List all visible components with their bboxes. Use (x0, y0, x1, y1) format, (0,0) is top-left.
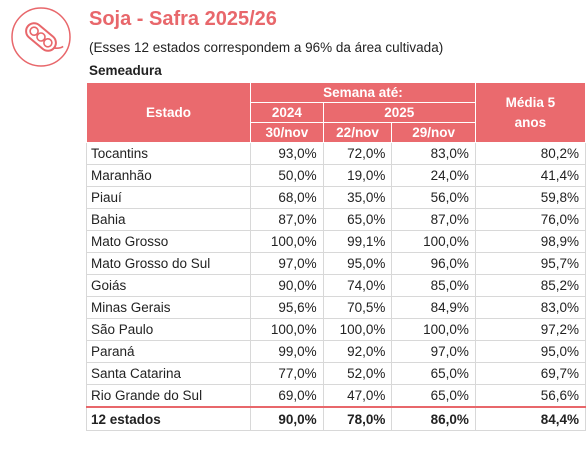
cell-2025-b: 100,0% (391, 230, 476, 253)
table-row: Paraná 99,0% 92,0% 97,0% 95,0% (85, 340, 586, 363)
state-name: Maranhão (85, 164, 252, 187)
cell-media: 41,4% (474, 164, 586, 187)
header-date-2025-a: 22/nov (322, 122, 393, 143)
cell-2024: 69,0% (250, 384, 324, 408)
cell-2024: 93,0% (250, 142, 324, 165)
page-title: Soja - Safra 2025/26 (89, 8, 277, 30)
cell-2025-b: 97,0% (391, 340, 476, 363)
cell-2025-b: 85,0% (391, 274, 476, 297)
cell-2025-b: 100,0% (391, 318, 476, 341)
table-row: Mato Grosso do Sul 97,0% 95,0% 96,0% 95,7% (85, 252, 586, 275)
header-media: Média 5 anos (474, 82, 586, 143)
section-title: Semeadura (89, 63, 162, 78)
state-name: Mato Grosso do Sul (85, 252, 252, 275)
table-row: Maranhão 50,0% 19,0% 24,0% 41,4% (85, 164, 586, 187)
cell-2024: 99,0% (250, 340, 324, 363)
total-row: 12 estados 90,0% 78,0% 86,0% 84,4% (85, 406, 586, 431)
state-name: Santa Catarina (85, 362, 252, 385)
state-name: Paraná (85, 340, 252, 363)
cell-2025-b: 96,0% (391, 252, 476, 275)
cell-2025-a: 52,0% (322, 362, 393, 385)
header-semana: Semana até: (250, 82, 476, 103)
cell-media: 59,8% (474, 186, 586, 209)
cell-2025-b: 65,0% (391, 384, 476, 408)
cell-2025-a: 95,0% (322, 252, 393, 275)
cell-media: 76,0% (474, 208, 586, 231)
cell-2024: 50,0% (250, 164, 324, 187)
table-row: Santa Catarina 77,0% 52,0% 65,0% 69,7% (85, 362, 586, 385)
cell-2025-b: 65,0% (391, 362, 476, 385)
soybean-pod-icon (11, 7, 71, 67)
table-row: São Paulo 100,0% 100,0% 100,0% 97,2% (85, 318, 586, 341)
cell-media: 95,0% (474, 340, 586, 363)
cell-2025-a: 99,1% (322, 230, 393, 253)
cell-2025-a: 100,0% (322, 318, 393, 341)
header-estado: Estado (85, 82, 252, 143)
header-year-2024: 2024 (250, 102, 324, 123)
cell-2025-a: 72,0% (322, 142, 393, 165)
cell-2024: 95,6% (250, 296, 324, 319)
state-name: São Paulo (85, 318, 252, 341)
table-row: Minas Gerais 95,6% 70,5% 84,9% 83,0% (85, 296, 586, 319)
total-2025-a: 78,0% (322, 406, 393, 431)
table-row: Rio Grande do Sul 69,0% 47,0% 65,0% 56,6% (85, 384, 586, 408)
cell-2024: 97,0% (250, 252, 324, 275)
cell-2024: 90,0% (250, 274, 324, 297)
cell-2025-b: 84,9% (391, 296, 476, 319)
planting-table: Estado Semana até: Média 5 anos 2024 202… (85, 82, 586, 431)
total-2025-b: 86,0% (391, 406, 476, 431)
cell-2024: 100,0% (250, 230, 324, 253)
table-row: Tocantins 93,0% 72,0% 83,0% 80,2% (85, 142, 586, 165)
header-year-2025: 2025 (322, 102, 476, 123)
cell-media: 85,2% (474, 274, 586, 297)
page-subtitle: (Esses 12 estados correspondem a 96% da … (89, 40, 444, 55)
total-2024: 90,0% (250, 406, 324, 431)
state-name: Minas Gerais (85, 296, 252, 319)
cell-2024: 100,0% (250, 318, 324, 341)
state-name: Bahia (85, 208, 252, 231)
state-name: Mato Grosso (85, 230, 252, 253)
cell-2025-a: 35,0% (322, 186, 393, 209)
cell-2025-b: 24,0% (391, 164, 476, 187)
cell-2025-a: 92,0% (322, 340, 393, 363)
table-row: Bahia 87,0% 65,0% 87,0% 76,0% (85, 208, 586, 231)
cell-media: 69,7% (474, 362, 586, 385)
state-name: Tocantins (85, 142, 252, 165)
cell-media: 80,2% (474, 142, 586, 165)
cell-media: 98,9% (474, 230, 586, 253)
cell-media: 56,6% (474, 384, 586, 408)
header-date-2025-b: 29/nov (391, 122, 476, 143)
cell-2024: 68,0% (250, 186, 324, 209)
cell-2025-a: 74,0% (322, 274, 393, 297)
cell-2025-b: 87,0% (391, 208, 476, 231)
cell-2025-b: 56,0% (391, 186, 476, 209)
cell-2024: 77,0% (250, 362, 324, 385)
cell-2025-a: 65,0% (322, 208, 393, 231)
table-row: Goiás 90,0% 74,0% 85,0% 85,2% (85, 274, 586, 297)
cell-2025-a: 47,0% (322, 384, 393, 408)
state-name: Goiás (85, 274, 252, 297)
cell-2025-a: 70,5% (322, 296, 393, 319)
cell-2025-b: 83,0% (391, 142, 476, 165)
total-label: 12 estados (85, 406, 252, 431)
state-name: Rio Grande do Sul (85, 384, 252, 408)
cell-media: 95,7% (474, 252, 586, 275)
header-date-2024: 30/nov (250, 122, 324, 143)
table-row: Mato Grosso 100,0% 99,1% 100,0% 98,9% (85, 230, 586, 253)
total-media: 84,4% (474, 406, 586, 431)
cell-media: 97,2% (474, 318, 586, 341)
table-row: Piauí 68,0% 35,0% 56,0% 59,8% (85, 186, 586, 209)
cell-2024: 87,0% (250, 208, 324, 231)
cell-2025-a: 19,0% (322, 164, 393, 187)
state-name: Piauí (85, 186, 252, 209)
cell-media: 83,0% (474, 296, 586, 319)
